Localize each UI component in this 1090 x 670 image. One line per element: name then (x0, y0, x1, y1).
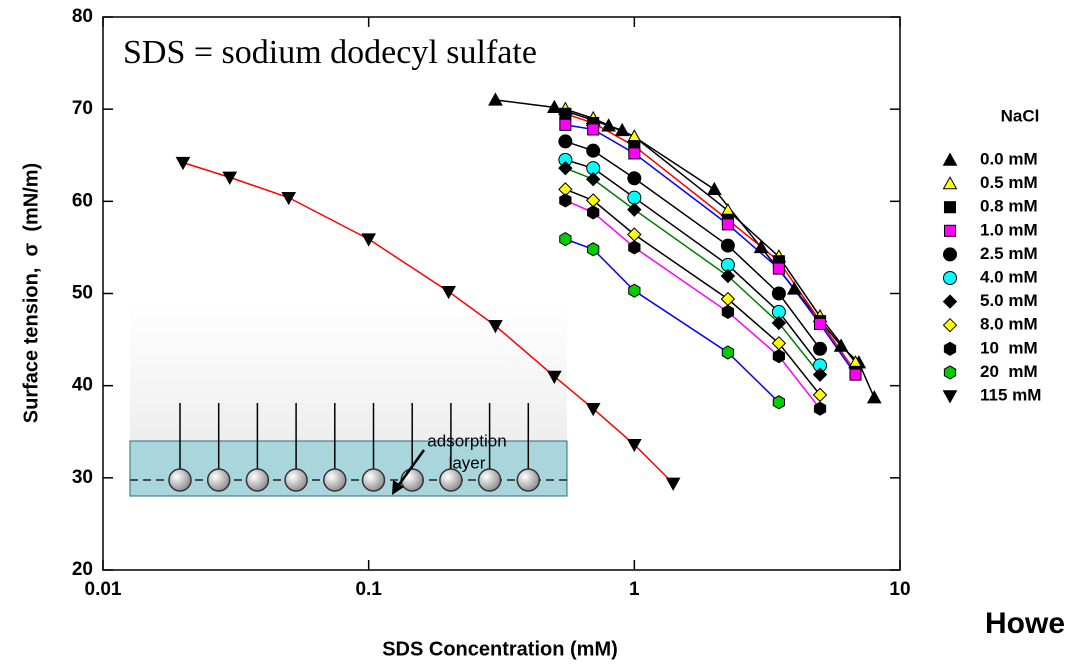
marker (559, 135, 572, 148)
marker (587, 173, 600, 186)
marker (560, 194, 571, 207)
marker (772, 287, 785, 300)
legend-marker (944, 366, 955, 379)
legend-marker (944, 319, 957, 332)
fit-line (565, 114, 855, 372)
marker (629, 284, 640, 297)
head (208, 469, 230, 491)
marker (721, 239, 734, 252)
inset-haze (130, 305, 567, 441)
marker (282, 192, 295, 204)
legend-marker (944, 272, 957, 285)
marker (868, 391, 881, 403)
legend-label: 1.0 mM (980, 220, 1038, 239)
marker (560, 108, 571, 119)
legend-label: 10 mM (980, 338, 1038, 357)
head (285, 469, 307, 491)
chart: adsorption layer SDS = sodium dodecyl su… (0, 0, 1090, 670)
head (324, 469, 346, 491)
legend-marker (944, 225, 955, 236)
y-tick-label: 40 (72, 375, 93, 396)
legend-marker (944, 154, 957, 166)
marker (773, 350, 784, 363)
x-tick-label: 0.01 (85, 579, 122, 600)
y-tick-label: 80 (72, 6, 93, 27)
legend-marker (944, 177, 957, 189)
legend-label: 20 mM (980, 362, 1038, 381)
marker (489, 93, 502, 105)
marker (560, 119, 571, 130)
annotation: SDS = sodium dodecyl sulfate (123, 34, 537, 71)
marker (588, 124, 599, 135)
legend-label: 0.0 mM (980, 149, 1038, 168)
marker (587, 144, 600, 157)
head (363, 469, 385, 491)
x-tick-label: 10 (889, 579, 910, 600)
legend-marker (944, 295, 957, 308)
marker (667, 478, 680, 490)
inset-diagram: adsorption layer (130, 305, 567, 496)
head (401, 469, 423, 491)
cut-off-text: Howe (985, 607, 1065, 640)
marker (628, 191, 641, 204)
head (246, 469, 268, 491)
marker (815, 318, 826, 329)
legend-label: 5.0 mM (980, 291, 1038, 310)
marker (708, 183, 721, 195)
y-tick-label: 70 (72, 98, 93, 119)
head (169, 469, 191, 491)
legend-label: 2.5 mM (980, 244, 1038, 263)
legend-title: NaCl (1001, 106, 1040, 125)
inset-label: layer (449, 453, 486, 472)
inset-label: adsorption (427, 431, 506, 450)
x-tick-label: 1 (629, 579, 640, 600)
marker (722, 305, 733, 318)
head (517, 469, 539, 491)
marker (442, 286, 455, 298)
legend-marker (944, 248, 957, 261)
y-tick-label: 30 (72, 467, 93, 488)
marker (628, 203, 641, 216)
marker (773, 396, 784, 409)
x-tick-label: 0.1 (355, 579, 382, 600)
y-tick-label: 50 (72, 283, 93, 304)
y-tick-label: 60 (72, 190, 93, 211)
marker (629, 148, 640, 159)
marker (602, 119, 615, 131)
marker (362, 234, 375, 246)
x-axis-label: SDS Concentration (mM) (382, 638, 618, 660)
marker (560, 233, 571, 246)
legend-marker (944, 202, 955, 213)
legend-label: 115 mM (980, 385, 1041, 404)
marker (850, 369, 861, 380)
legend-label: 0.8 mM (980, 197, 1038, 216)
legend-marker (944, 391, 957, 403)
marker (722, 346, 733, 359)
y-axis-label: Surface tension, σ (mN/m) (20, 163, 42, 423)
legend-label: 4.0 mM (980, 267, 1038, 286)
marker (223, 172, 236, 184)
marker (588, 243, 599, 256)
marker (722, 219, 733, 230)
fit-line (565, 109, 855, 362)
marker (588, 206, 599, 219)
fit-line (565, 200, 820, 408)
y-tick-label: 20 (72, 559, 93, 580)
legend-label: 0.5 mM (980, 173, 1038, 192)
legend-label: 8.0 mM (980, 315, 1038, 334)
marker (814, 402, 825, 415)
marker (814, 342, 827, 355)
marker (773, 263, 784, 274)
marker (629, 241, 640, 254)
marker (628, 172, 641, 185)
legend-marker (944, 342, 955, 355)
